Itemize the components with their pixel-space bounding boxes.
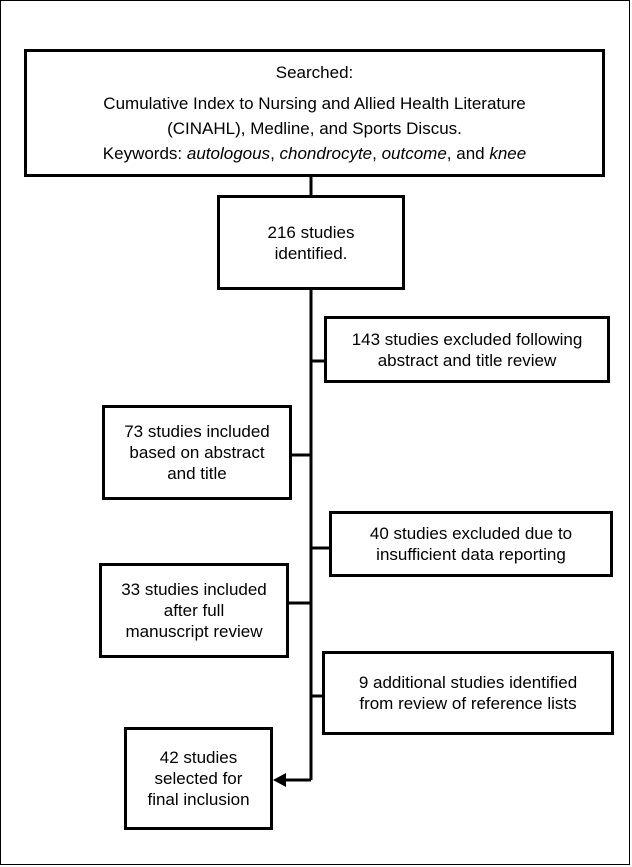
identified-line-1: 216 studies	[267, 222, 355, 242]
included-manuscript-line-3: manuscript review	[125, 622, 263, 641]
additional-line-2: from review of reference lists	[359, 694, 577, 713]
search-box: Searched: Cumulative Index to Nursing an…	[24, 49, 605, 177]
keyword-autologous: autologous	[186, 144, 271, 163]
included-manuscript-line-2: after full	[163, 601, 225, 620]
keyword-separator: ,	[270, 144, 280, 163]
databases-line-1: Cumulative Index to Nursing and Allied H…	[103, 94, 526, 113]
excluded-data-line-2: insufficient data reporting	[376, 545, 566, 564]
identified-line-2: identified.	[274, 243, 348, 263]
keywords-line: Keywords: autologous, chondrocyte, outco…	[103, 143, 526, 164]
final-inclusion-box: 42 studies selected for final inclusion	[124, 727, 273, 830]
databases-line-2: (CINAHL), Medline, and Sports Discus.	[167, 119, 462, 138]
final-line-3: final inclusion	[147, 790, 250, 809]
search-heading: Searched:	[275, 63, 354, 82]
arrowhead-to-final	[273, 773, 286, 787]
keyword-knee: knee	[489, 144, 527, 163]
included-manuscript-box: 33 studies included after full manuscrip…	[99, 563, 289, 658]
excluded-abstract-line-1: 143 studies excluded following	[351, 329, 583, 349]
keyword-outcome: outcome	[381, 144, 447, 163]
excluded-data-box: 40 studies excluded due to insufficient …	[329, 511, 613, 577]
final-line-1: 42 studies	[159, 748, 238, 767]
excluded-abstract-line-2: abstract and title review	[377, 350, 557, 370]
additional-studies-box: 9 additional studies identified from rev…	[322, 651, 614, 735]
included-abstract-line-3: and title	[167, 464, 227, 483]
keyword-separator: ,	[372, 144, 382, 163]
included-abstract-line-2: based on abstract	[129, 443, 265, 462]
included-abstract-box: 73 studies included based on abstract an…	[102, 405, 292, 500]
included-abstract-line-1: 73 studies included	[124, 422, 270, 441]
keywords-label: Keywords:	[102, 144, 187, 163]
keyword-separator: , and	[446, 144, 490, 163]
excluded-data-line-1: 40 studies excluded due to	[369, 524, 573, 543]
keyword-chondrocyte: chondrocyte	[279, 144, 373, 163]
final-line-2: selected for	[154, 769, 243, 788]
excluded-abstract-box: 143 studies excluded following abstract …	[324, 316, 610, 383]
included-manuscript-line-1: 33 studies included	[121, 580, 267, 599]
additional-line-1: 9 additional studies identified	[358, 673, 578, 692]
identified-box: 216 studies identified.	[217, 195, 405, 290]
